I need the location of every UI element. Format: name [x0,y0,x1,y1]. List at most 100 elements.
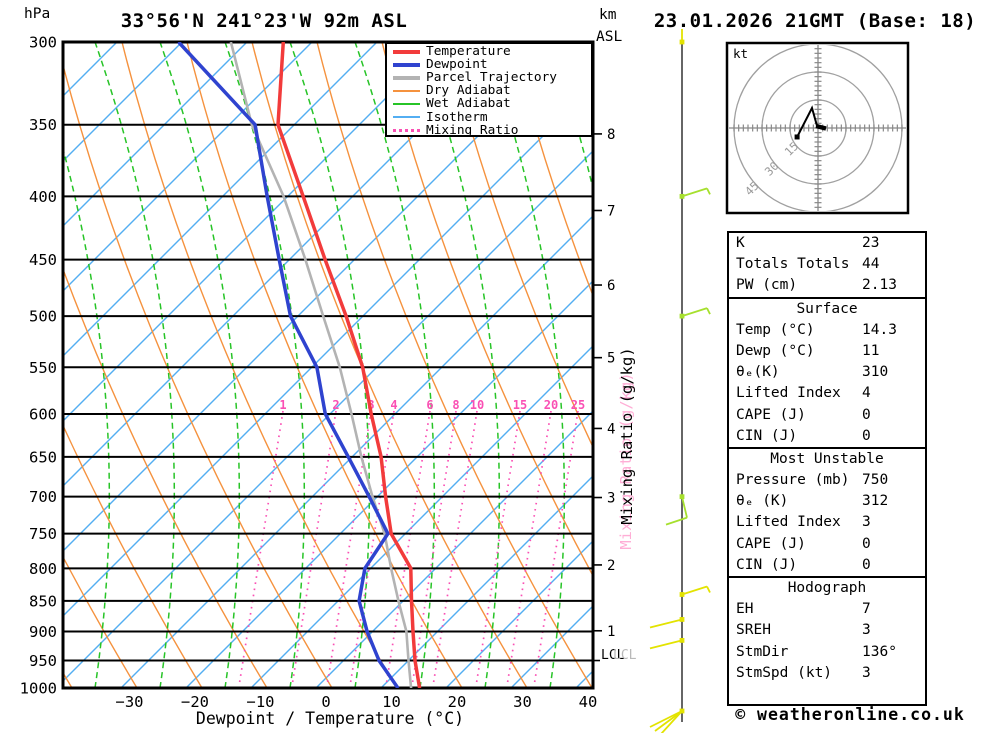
wind-barb-node [679,494,685,500]
dewpoint-curve [177,42,400,688]
wind-barb [681,496,688,518]
index-label: Totals Totals [736,256,850,273]
index-row: SREH 3 [729,620,925,641]
indices-section-title: Hodograph [787,580,867,596]
index-value: 23 [862,235,880,251]
isotherm-line [445,540,593,688]
wind-barb [654,710,683,732]
wind-barb-node [679,708,685,714]
dry-adiabat-line [63,62,333,688]
index-row: θₑ(K) 310 [729,362,925,383]
mixing-ratio-value-label: 6 [426,398,433,412]
temperature-tick-label: −10 [247,693,275,711]
dry-adiabat-line [381,42,593,578]
km-tick-label: 8 [607,127,615,143]
pressure-tick-label: 850 [29,592,57,610]
pressure-tick-label: 950 [29,652,57,670]
pressure-tick-label: 300 [29,34,57,52]
km-tick-label: 1 [607,624,615,640]
isotherm-line [63,85,593,617]
mixing-ratio-line [326,410,372,687]
pressure-tick-label: 350 [29,116,57,134]
pressure-tick-label: 500 [29,308,57,326]
mixing-ratio-value-label: 20 [544,398,558,412]
wind-barb [706,586,711,593]
index-row: StmSpd (kt) 3 [729,663,925,684]
index-label: SREH [736,622,771,639]
index-value: 44 [862,256,880,273]
wet-adiabat-line [63,146,111,688]
pressure-tick-label: 900 [29,623,57,641]
index-label: Dewp (°C) [736,342,815,359]
legend-label: Dewpoint [426,57,488,73]
index-value: 2.13 [862,277,897,294]
wind-barb [649,639,683,650]
index-label: StmDir [736,643,789,660]
index-row: PW (cm) 2.13 [729,275,925,296]
index-value: 3 [862,514,871,531]
isotherm-line [63,42,248,227]
index-label: CIN (J) [736,427,798,444]
legend-swatch [393,89,420,92]
index-value: 0 [862,535,871,552]
dry-adiabat-line [446,42,593,449]
pressure-tick-label: 800 [29,560,57,578]
isotherm-line [120,215,593,688]
wind-barb [649,710,683,728]
index-value: 3 [862,622,871,639]
pressure-tick-label: 450 [29,251,57,269]
index-label: StmSpd (kt) [736,664,833,681]
index-value: 0 [862,406,871,423]
altitude-km-axis: 1 2 3 4 5 6 7 8 [593,127,615,662]
km-tick-label: 3 [607,491,615,507]
dry-adiabat-line [63,423,203,688]
temperature-tick-label: 10 [382,693,401,711]
index-value: 0 [862,556,871,573]
index-label: Lifted Index [736,385,841,402]
temperature-axis-title: Dewpoint / Temperature (°C) [195,709,465,728]
index-label: EH [736,601,754,618]
isotherm-line [250,345,593,688]
isotherm-line [315,410,593,688]
legend-label: Temperature [426,44,511,60]
dry-adiabat-line [186,42,463,688]
mixing-ratio-value-label: 10 [470,398,484,412]
dry-adiabat-line [63,555,138,688]
hodograph-trace [796,105,819,138]
wind-barb [681,585,708,596]
mixing-ratio-line [411,410,457,687]
index-value: 136° [862,643,897,660]
temperature-curve [276,42,422,688]
index-value: 14.3 [862,321,897,338]
index-label: Pressure (mb) [736,472,850,489]
index-label: CAPE (J) [736,406,806,423]
legend-item-dewpoint: Dewpoint [393,57,591,73]
isotherm-line [63,42,183,162]
km-tick-label: 6 [607,278,615,294]
indices-section-hodograph: Hodograph EH 7 SREH 3 StmDir 136° StmSpd (kt) 3 [729,576,925,684]
wind-barb [649,618,683,629]
pressure-axis-unit: hPa [24,6,51,22]
legend-label: Wet Adiabat [426,96,511,112]
pressure-tick-label: 600 [29,405,57,423]
index-row: CAPE (J) 0 [729,534,925,555]
temperature-tick-label: 30 [513,693,532,711]
wet-adiabat-line [159,42,241,688]
isotherm-line [380,475,593,688]
index-row: StmDir 136° [729,642,925,663]
km-tick-label: 5 [607,351,615,367]
indices-section-most-unstable: Most Unstable Pressure (mb) 750 θₑ (K) 312 Li… [729,446,925,576]
legend-item-mixing-ratio: Mixing Ratio [393,123,591,138]
wet-adiabat-line [224,42,306,688]
index-row: Totals Totals 44 [729,254,925,275]
wind-barb [665,516,688,526]
km-tick-label: 4 [607,421,615,437]
pressure-tick-label: 400 [29,188,57,206]
pressure-tick-label: 700 [29,488,57,506]
isotherm-line [63,42,573,552]
temperature-tick-label: 40 [579,693,598,711]
indices-section: K 23 Totals Totals 44 PW (cm) 2.13 [729,233,925,297]
index-value: 312 [862,493,889,510]
